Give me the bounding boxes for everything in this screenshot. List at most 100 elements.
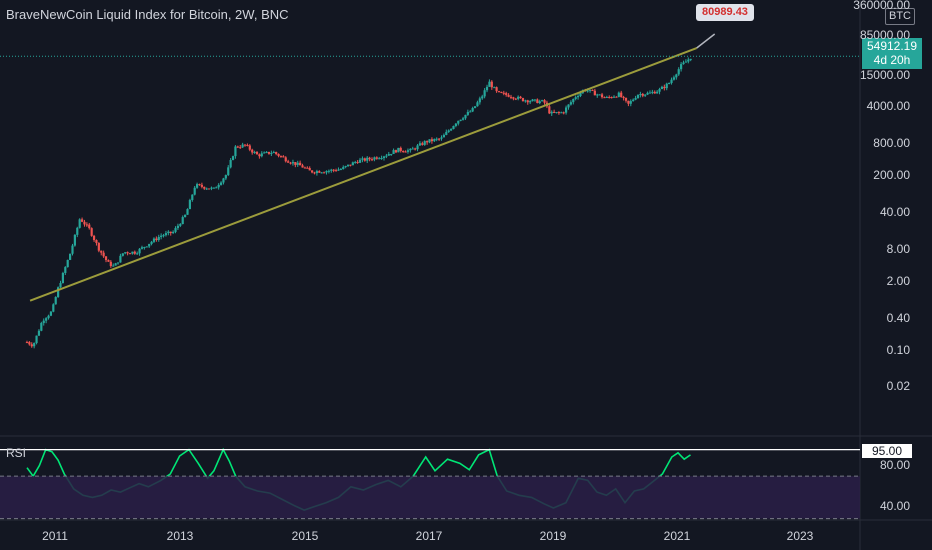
candle-body	[593, 90, 596, 96]
candle-body	[308, 168, 311, 171]
candle-body	[327, 170, 330, 172]
trendline-segment	[29, 47, 698, 302]
candle-body	[119, 255, 122, 263]
candle-body	[433, 138, 436, 142]
candle-body	[291, 162, 295, 164]
candle-body	[382, 156, 386, 158]
candle-body	[392, 150, 395, 154]
candle-body	[677, 69, 680, 75]
candle-body	[648, 92, 652, 94]
candle-body	[423, 141, 426, 145]
candle-body	[61, 272, 65, 284]
candle-body	[608, 97, 611, 99]
candle-body	[344, 166, 347, 168]
y-tick-label: 85000.00	[859, 28, 910, 42]
candle-body	[481, 96, 484, 99]
candle-body	[442, 134, 445, 138]
candle-body	[258, 154, 261, 157]
candle-body	[572, 98, 575, 103]
x-tick-label: 2013	[166, 529, 194, 543]
candle-body	[478, 98, 481, 103]
candle-body	[95, 240, 98, 244]
candle-body	[557, 112, 561, 114]
candle-body	[57, 287, 60, 298]
candle-body	[457, 120, 460, 124]
candle-body	[366, 157, 369, 161]
candle-body	[658, 89, 661, 92]
candle-body	[66, 259, 69, 268]
candle-body	[507, 94, 510, 97]
candle-body	[668, 83, 671, 85]
candle-body	[440, 137, 443, 139]
candle-body	[339, 169, 342, 171]
candle-body	[155, 238, 158, 241]
candle-body	[351, 162, 354, 166]
candle-body	[452, 126, 455, 130]
candle-body	[342, 167, 345, 170]
candle-body	[387, 153, 390, 156]
candle-body	[229, 160, 232, 168]
candle-body	[301, 165, 304, 168]
candle-body	[411, 148, 414, 150]
candle-body	[461, 118, 465, 120]
candle-body	[294, 162, 297, 165]
candle-body	[253, 151, 256, 153]
candle-body	[447, 130, 450, 132]
rsi-level-tag: 95.00	[862, 444, 912, 458]
candle-body	[138, 248, 141, 254]
trendline	[29, 33, 716, 302]
candle-body	[181, 217, 184, 224]
candle-body	[64, 267, 67, 273]
candle-body	[318, 171, 321, 173]
candle-body	[490, 81, 493, 88]
candle-body	[416, 145, 419, 150]
candle-body	[236, 146, 239, 148]
candle-body	[610, 97, 613, 99]
candle-body	[255, 151, 259, 155]
candle-body	[277, 153, 280, 156]
candle-body	[215, 187, 218, 189]
candle-body	[564, 107, 568, 113]
candle-body	[567, 104, 570, 108]
candle-body	[162, 235, 165, 237]
candle-body	[469, 111, 472, 113]
candle-body	[512, 97, 515, 99]
candle-body	[109, 261, 112, 267]
y-tick-label: 360000.00	[853, 0, 910, 12]
candle-body	[224, 175, 227, 179]
candle-body	[378, 158, 381, 160]
candle-body	[651, 91, 654, 93]
candle-body	[102, 252, 105, 257]
candle-body	[641, 93, 644, 96]
candle-body	[136, 253, 139, 255]
candle-body	[426, 141, 429, 143]
candle-body	[169, 231, 172, 234]
candle-body	[131, 251, 134, 254]
candle-body	[246, 144, 249, 146]
rsi-tick-label: 80.00	[879, 458, 910, 472]
candle-body	[624, 97, 628, 101]
candle-body	[509, 96, 513, 98]
candle-body	[505, 93, 508, 95]
candle-body	[471, 108, 474, 112]
candle-body	[234, 146, 237, 157]
candle-body	[263, 152, 266, 154]
candle-body	[71, 245, 74, 254]
candle-body	[265, 151, 268, 153]
rsi-label: RSI	[6, 446, 27, 460]
candle-body	[85, 224, 88, 226]
candle-body	[370, 159, 374, 161]
candle-body	[80, 219, 84, 222]
candle-body	[279, 155, 283, 157]
candle-body	[361, 158, 364, 160]
candle-body	[140, 247, 144, 249]
candle-body	[78, 219, 81, 228]
candle-body	[459, 119, 462, 121]
currency-badge[interactable]: BTC	[885, 8, 915, 25]
candle-body	[267, 151, 271, 154]
candle-body	[363, 158, 366, 161]
y-tick-label: 4000.00	[866, 99, 910, 113]
rsi-band	[0, 476, 860, 519]
candle-body	[555, 112, 558, 114]
